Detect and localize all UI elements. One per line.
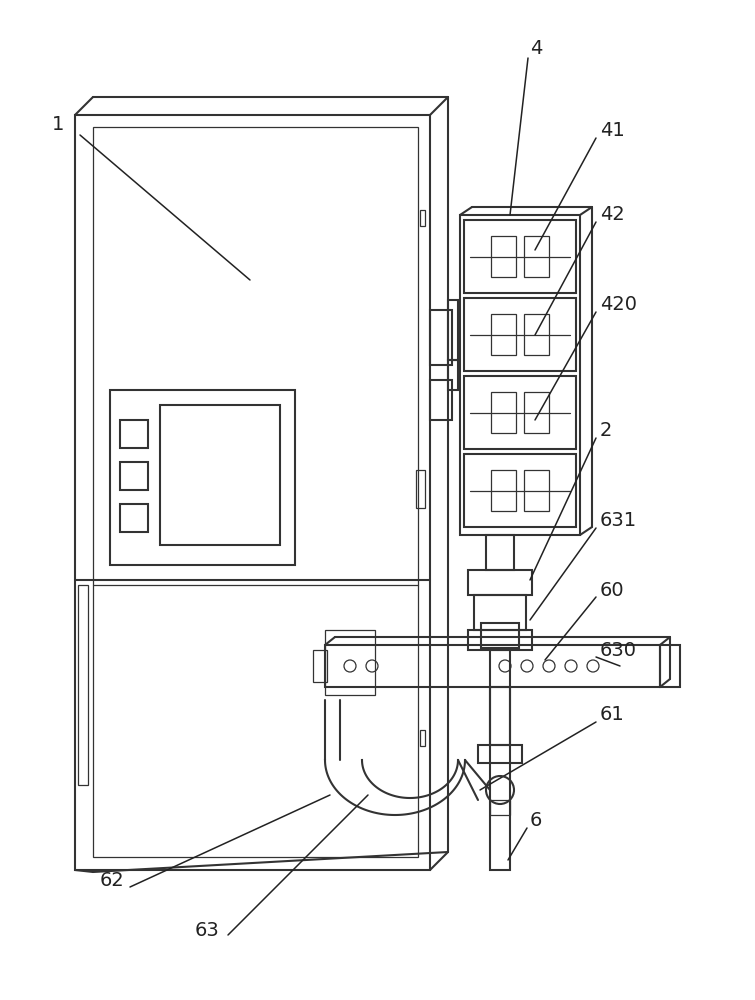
Bar: [660, 645, 680, 687]
Bar: [464, 298, 576, 371]
Bar: [120, 462, 148, 490]
Bar: [490, 650, 510, 745]
Bar: [486, 535, 514, 570]
Text: 6: 6: [530, 810, 542, 830]
Bar: [313, 650, 327, 682]
Text: 63: 63: [195, 920, 220, 940]
Bar: [492, 470, 516, 511]
Text: 4: 4: [530, 38, 542, 57]
Bar: [448, 300, 458, 360]
Bar: [160, 405, 280, 545]
Bar: [120, 420, 148, 448]
Bar: [93, 127, 418, 857]
Text: 41: 41: [600, 120, 624, 139]
Bar: [430, 380, 452, 420]
Bar: [464, 454, 576, 527]
Bar: [464, 220, 576, 293]
Bar: [468, 570, 532, 595]
Text: 1: 1: [52, 115, 64, 134]
Text: 42: 42: [600, 206, 624, 225]
Bar: [430, 310, 452, 365]
Bar: [478, 745, 522, 763]
Text: 630: 630: [600, 641, 637, 660]
Bar: [468, 630, 532, 650]
Bar: [524, 470, 549, 511]
Text: 62: 62: [100, 870, 125, 890]
Bar: [524, 236, 549, 277]
Bar: [325, 645, 660, 687]
Bar: [420, 210, 425, 226]
Bar: [75, 115, 430, 870]
Bar: [524, 314, 549, 355]
Bar: [474, 595, 526, 630]
Bar: [448, 360, 458, 390]
Bar: [325, 630, 375, 695]
Bar: [490, 800, 510, 815]
Bar: [110, 390, 295, 565]
Text: 420: 420: [600, 296, 637, 314]
Bar: [460, 215, 580, 535]
Bar: [420, 730, 425, 746]
Bar: [78, 585, 88, 785]
Text: 61: 61: [600, 706, 624, 724]
Bar: [416, 470, 425, 508]
Text: 2: 2: [600, 420, 612, 440]
Text: 60: 60: [600, 580, 624, 599]
Bar: [481, 623, 519, 648]
Bar: [492, 236, 516, 277]
Bar: [120, 504, 148, 532]
Bar: [492, 314, 516, 355]
Text: 631: 631: [600, 510, 637, 530]
Bar: [490, 687, 510, 870]
Bar: [524, 392, 549, 433]
Bar: [464, 376, 576, 449]
Bar: [492, 392, 516, 433]
